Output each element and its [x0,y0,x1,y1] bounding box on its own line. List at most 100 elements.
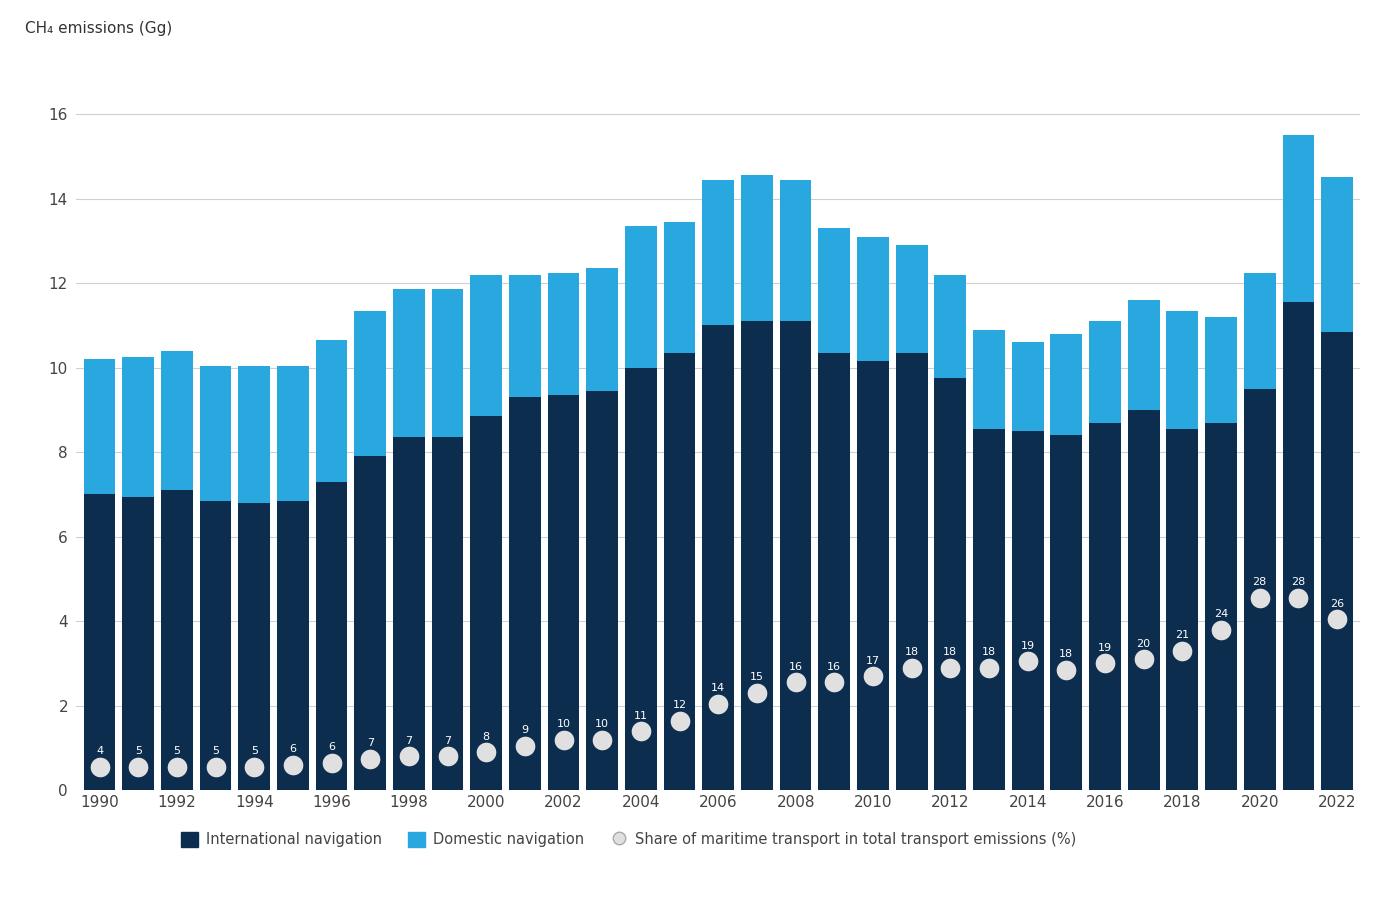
Bar [663,222,695,353]
Bar [83,359,115,495]
Bar [1090,321,1122,423]
Bar [819,353,851,790]
Bar [1128,300,1159,409]
Bar [1283,302,1314,790]
Bar [239,503,271,790]
Bar [1051,436,1083,790]
Point [552,733,575,747]
Text: 11: 11 [634,710,648,720]
Point [243,760,265,774]
Point [398,749,421,763]
Point [1326,612,1348,626]
Bar [1051,334,1083,436]
Bar [780,180,812,321]
Point [1016,654,1038,668]
Bar [895,245,927,353]
Point [514,739,536,753]
Text: 20: 20 [1137,638,1151,648]
Bar [161,351,193,490]
Text: 21: 21 [1176,630,1190,640]
Point [784,675,806,690]
Text: 4: 4 [96,746,103,756]
Bar [625,367,657,790]
Point [1055,663,1077,677]
Text: 15: 15 [750,673,763,682]
Bar [83,495,115,790]
Bar [895,353,927,790]
Text: 28: 28 [1291,577,1306,587]
Point [1094,656,1116,671]
Text: 16: 16 [788,662,802,672]
Point [128,760,150,774]
Text: CH₄ emissions (Gg): CH₄ emissions (Gg) [25,21,172,36]
Bar [1205,423,1237,790]
Text: 5: 5 [212,746,219,756]
Text: 10: 10 [595,719,609,729]
Text: 24: 24 [1214,609,1228,619]
Bar [934,378,966,790]
Bar [315,481,347,790]
Point [436,749,458,763]
Bar [432,437,464,790]
Text: 9: 9 [522,726,529,735]
Point [1171,644,1194,658]
Bar [741,321,773,790]
Text: 19: 19 [1098,643,1112,653]
Bar [1166,429,1198,790]
Point [359,752,382,766]
Text: 18: 18 [944,647,958,657]
Text: 5: 5 [174,746,180,756]
Bar [973,429,1005,790]
Point [204,760,226,774]
Text: 7: 7 [444,735,451,746]
Point [823,675,845,690]
Point [745,686,768,700]
Bar [1283,136,1314,302]
Point [901,661,923,675]
Text: 5: 5 [135,746,142,756]
Point [1249,591,1271,605]
Bar [1128,409,1159,790]
Bar [122,357,154,497]
Bar [1012,431,1044,790]
Bar [239,365,271,503]
Bar [858,237,888,361]
Point [1210,622,1233,637]
Bar [1166,311,1198,429]
Text: 5: 5 [251,746,258,756]
Bar [548,273,579,395]
Bar [471,275,502,417]
Bar [741,175,773,321]
Point [89,760,111,774]
Bar [1244,389,1276,790]
Point [862,669,884,683]
Bar [663,353,695,790]
Bar [548,395,579,790]
Text: 10: 10 [557,719,570,729]
Bar [1012,342,1044,431]
Bar [702,325,734,790]
Point [940,661,962,675]
Bar [315,340,347,481]
Point [979,661,1001,675]
Text: 18: 18 [905,647,919,657]
Bar [973,330,1005,429]
Bar [1244,273,1276,389]
Point [591,733,613,747]
Point [1133,652,1155,666]
Bar [625,226,657,367]
Point [630,724,652,738]
Text: 28: 28 [1252,577,1267,587]
Bar [161,490,193,790]
Point [321,755,343,770]
Point [475,745,497,760]
Bar [934,275,966,378]
Bar [393,289,425,437]
Text: 7: 7 [405,735,412,746]
Text: 6: 6 [290,744,297,754]
Bar [122,497,154,790]
Bar [819,228,851,353]
Text: 26: 26 [1330,599,1344,609]
Point [706,697,730,711]
Point [282,758,304,772]
